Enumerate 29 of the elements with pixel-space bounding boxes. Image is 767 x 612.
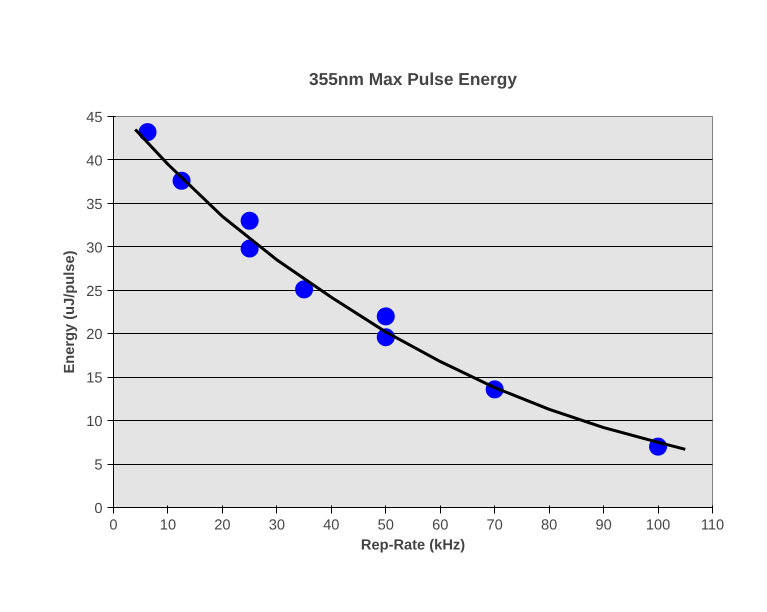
x-tick-label: 0 xyxy=(109,518,118,534)
x-tick-label: 30 xyxy=(268,518,286,534)
x-tick-label: 100 xyxy=(646,518,670,534)
x-tick-label: 90 xyxy=(595,518,612,534)
x-tick-label: 10 xyxy=(160,518,176,534)
x-tick-label: 80 xyxy=(540,518,558,534)
y-tick-label: 15 xyxy=(86,370,103,387)
y-tick-label: 5 xyxy=(94,458,103,474)
point xyxy=(376,307,395,326)
x-tick-label: 70 xyxy=(486,518,503,534)
point xyxy=(240,240,259,258)
point xyxy=(240,212,259,230)
y-tick-label: 40 xyxy=(86,153,103,170)
x-tick-label: 50 xyxy=(378,518,394,534)
y-tick-label: 35 xyxy=(86,196,103,213)
y-tick-label: 20 xyxy=(86,327,103,344)
x-tick-label: 20 xyxy=(214,518,231,534)
y-tick-label: 0 xyxy=(94,501,103,517)
point xyxy=(295,280,314,298)
y-tick-label: 30 xyxy=(86,240,103,256)
x-axis-title: Rep-Rate (kHz) xyxy=(360,538,466,554)
y-axis-title: Energy (uJ/pulse) xyxy=(62,250,78,374)
x-tick-label: 40 xyxy=(323,518,340,534)
y-tick-label: 25 xyxy=(86,284,103,300)
x-tick-label: 110 xyxy=(700,518,724,534)
y-tick-label: 45 xyxy=(86,110,103,126)
y-tick-label: 10 xyxy=(86,414,103,430)
x-tick-label: 60 xyxy=(432,518,448,534)
chart-title: 355nm Max Pulse Energy xyxy=(308,69,518,89)
